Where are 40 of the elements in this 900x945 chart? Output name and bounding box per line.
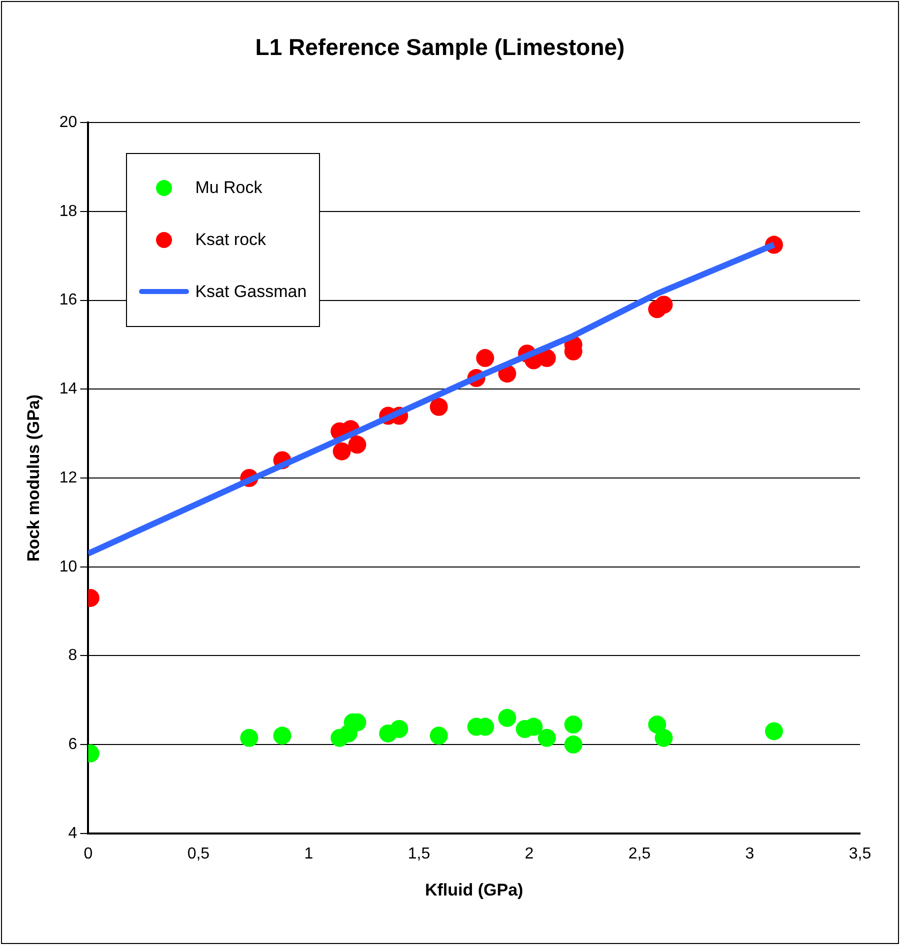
point	[538, 349, 556, 368]
point	[564, 716, 582, 734]
x-tick-label: 3	[745, 845, 754, 862]
point	[332, 442, 351, 460]
point	[654, 728, 673, 747]
y-tick-label: 6	[68, 736, 78, 753]
y-tick-label: 4	[68, 824, 78, 842]
y-tick-label: 16	[59, 292, 78, 309]
point	[476, 349, 494, 368]
y-tick-label: 10	[59, 558, 78, 576]
x-tick-label: 2,5	[628, 845, 651, 862]
x-tick-label: 3,5	[848, 845, 872, 862]
legend-label: Mu Rock	[195, 178, 262, 198]
x-tick-label: 1	[304, 845, 314, 862]
point	[240, 728, 258, 747]
point	[765, 722, 783, 740]
y-tick-label: 12	[59, 469, 78, 486]
point	[538, 728, 556, 747]
point	[564, 736, 582, 754]
point	[348, 436, 366, 454]
point	[390, 720, 408, 738]
point	[654, 296, 673, 314]
y-tick-label: 8	[68, 647, 78, 664]
point	[648, 716, 666, 734]
y-tick-label: 14	[59, 380, 78, 398]
legend-label: Ksat rock	[195, 230, 266, 250]
x-tick-label: 0	[84, 845, 93, 862]
point	[273, 726, 292, 745]
chart-title: L1 Reference Sample (Limestone)	[255, 34, 625, 60]
point	[430, 726, 448, 745]
y-tick-label: 18	[59, 202, 78, 220]
x-axis-title: Kfluid (GPa)	[424, 880, 524, 900]
x-tick-label: 0,5	[187, 845, 210, 862]
x-tick-label: 1,5	[408, 845, 430, 862]
legend-label: Ksat Gassman	[195, 282, 307, 302]
x-tick-label: 2	[524, 845, 534, 862]
point	[430, 398, 448, 416]
point	[498, 708, 516, 727]
y-axis-title: Rock modulus (GPa)	[24, 394, 43, 562]
y-tick-label: 20	[59, 114, 78, 132]
